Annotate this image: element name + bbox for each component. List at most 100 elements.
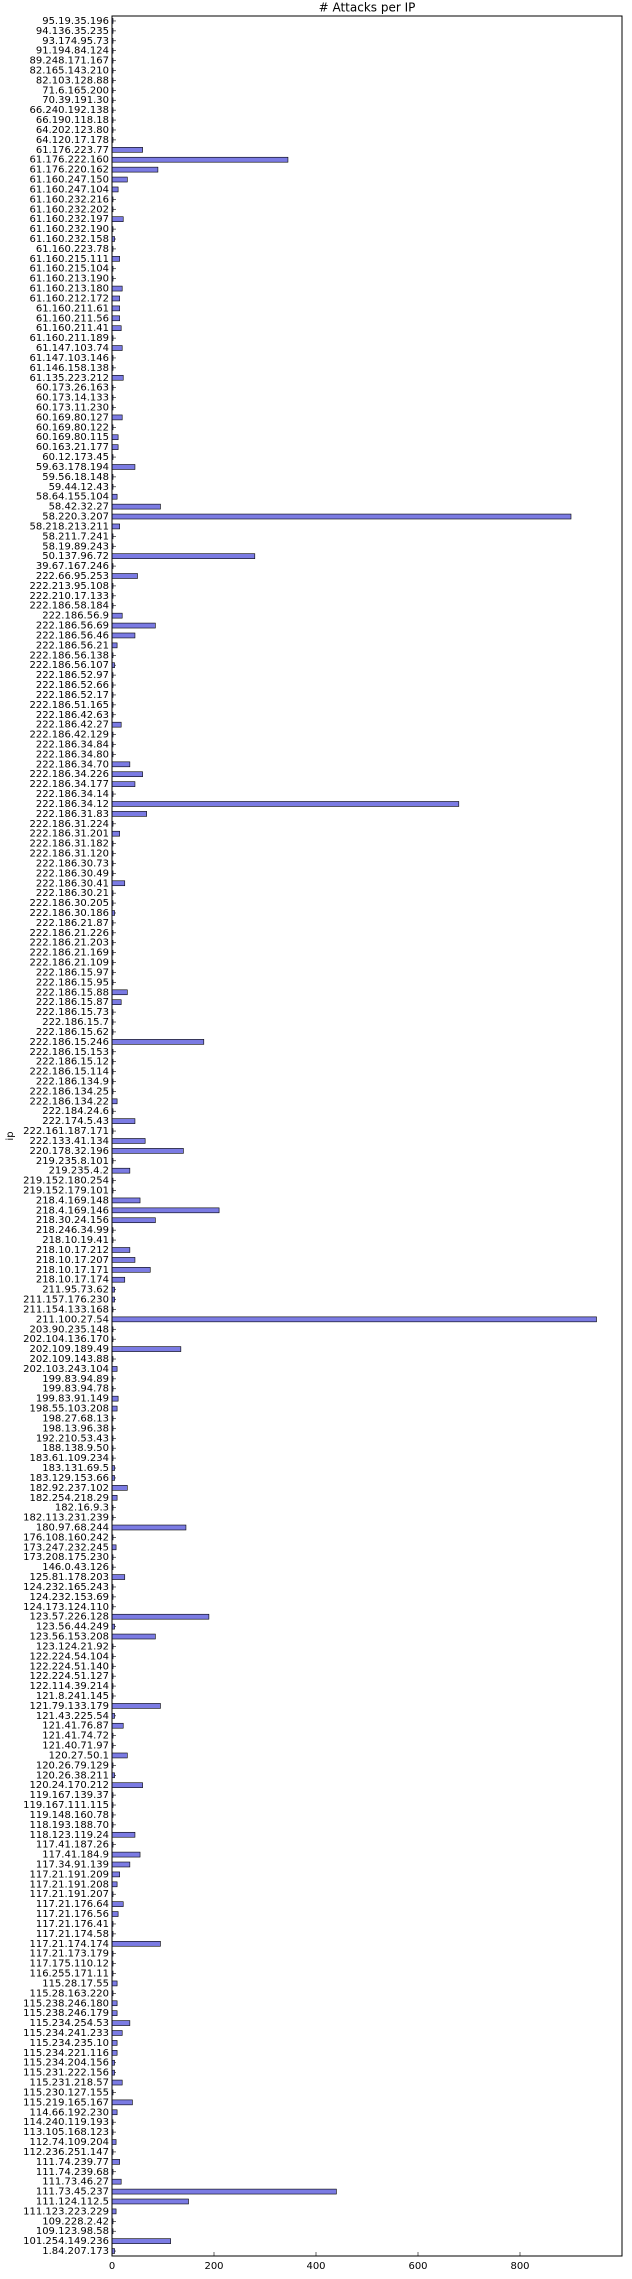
bar bbox=[111, 1346, 182, 1352]
y-tick-label: 222.186.56.9 bbox=[42, 611, 109, 622]
y-tick-label: 60.173.14.133 bbox=[36, 393, 109, 404]
y-tick-label: 66.240.192.138 bbox=[29, 105, 109, 116]
y-tick-label: 116.255.171.11 bbox=[29, 1969, 109, 1980]
y-tick-label: 115.219.165.167 bbox=[23, 2097, 109, 2108]
y-tick-label: 113.105.168.123 bbox=[23, 2127, 109, 2138]
y-tick-label: 123.124.21.92 bbox=[36, 1641, 109, 1652]
y-tick-label: 61.176.222.160 bbox=[29, 155, 109, 166]
y-tick-label: 120.26.38.211 bbox=[36, 1770, 109, 1781]
bar bbox=[111, 464, 136, 470]
y-tick-label: 124.232.165.243 bbox=[23, 1582, 109, 1593]
y-tick-label: 222.186.34.177 bbox=[29, 779, 109, 790]
bar bbox=[111, 830, 120, 837]
y-tick-label: 61.160.211.61 bbox=[36, 303, 109, 314]
y-tick-label: 202.103.243.104 bbox=[23, 1364, 109, 1375]
y-tick-label: 180.97.68.244 bbox=[36, 1523, 109, 1534]
bar bbox=[111, 1831, 136, 1838]
y-tick-label: 112.74.109.204 bbox=[29, 2137, 109, 2148]
y-tick-label: 173.208.175.230 bbox=[23, 1552, 109, 1563]
y-tick-label: 115.234.221.116 bbox=[23, 2048, 109, 2059]
bar bbox=[111, 761, 131, 768]
bar bbox=[111, 444, 119, 450]
y-tick-label: 118.193.188.70 bbox=[29, 1820, 109, 1831]
y-tick-label: 198.55.103.208 bbox=[29, 1404, 109, 1415]
y-tick-label: 1.84.207.173 bbox=[42, 2246, 109, 2257]
y-tick-label: 222.186.30.205 bbox=[29, 898, 109, 909]
y-tick-label: 123.57.226.128 bbox=[29, 1612, 109, 1623]
y-tick-label: 117.21.176.41 bbox=[36, 1919, 109, 1930]
y-tick-label: 222.186.42.63 bbox=[36, 710, 109, 721]
y-tick-label: 188.138.9.50 bbox=[42, 1443, 109, 1454]
y-tick-label: 58.211.7.241 bbox=[42, 531, 109, 542]
y-tick-label: 64.120.17.178 bbox=[36, 135, 109, 146]
y-tick-label: 39.67.167.246 bbox=[36, 561, 109, 572]
bar bbox=[111, 1881, 118, 1888]
y-tick-label: 218.4.169.146 bbox=[36, 1205, 109, 1216]
y-tick-label: 222.161.187.171 bbox=[23, 1126, 109, 1137]
y-tick-label: 219.235.4.2 bbox=[49, 1166, 109, 1177]
y-tick-label: 211.157.176.230 bbox=[23, 1295, 109, 1306]
y-tick-label: 121.41.76.87 bbox=[42, 1721, 109, 1732]
y-tick-label: 218.246.34.99 bbox=[36, 1225, 109, 1236]
y-tick-label: 59.63.178.194 bbox=[36, 462, 109, 473]
y-tick-label: 176.108.160.242 bbox=[23, 1532, 109, 1543]
bar bbox=[111, 147, 143, 153]
y-tick-label: 222.186.34.12 bbox=[36, 799, 109, 810]
y-tick-label: 82.165.143.210 bbox=[29, 66, 109, 77]
y-tick-label: 93.174.95.73 bbox=[42, 36, 109, 47]
y-tick-label: 58.19.89.243 bbox=[42, 541, 109, 552]
y-tick-label: 222.210.17.133 bbox=[29, 591, 109, 602]
y-tick-label: 122.114.39.214 bbox=[29, 1681, 109, 1692]
bar bbox=[111, 2178, 122, 2185]
y-tick-label: 71.6.165.200 bbox=[42, 85, 109, 96]
y-tick-label: 117.21.173.179 bbox=[29, 1949, 109, 1960]
y-tick-label: 125.81.178.203 bbox=[29, 1572, 109, 1583]
y-tick-label: 115.238.246.179 bbox=[23, 2008, 109, 2019]
y-tick-label: 222.186.56.46 bbox=[36, 630, 109, 641]
y-tick-label: 115.234.241.233 bbox=[23, 2028, 109, 2039]
y-tick-label: 222.186.34.70 bbox=[36, 759, 109, 770]
bar bbox=[111, 2188, 337, 2195]
y-tick-label: 121.43.225.54 bbox=[36, 1711, 109, 1722]
y-tick-label: 182.254.218.29 bbox=[29, 1493, 109, 1504]
y-tick-label: 222.186.21.87 bbox=[36, 918, 109, 929]
y-tick-label: 91.194.84.124 bbox=[36, 46, 109, 57]
x-tick-label: 400 bbox=[306, 2261, 325, 2272]
y-tick-label: 222.186.52.17 bbox=[36, 690, 109, 701]
y-tick-label: 202.109.189.49 bbox=[29, 1344, 109, 1355]
y-tick-label: 61.147.103.146 bbox=[29, 353, 109, 364]
bar bbox=[111, 503, 161, 510]
y-tick-label: 61.146.158.138 bbox=[29, 363, 109, 374]
y-tick-label: 222.186.30.73 bbox=[36, 858, 109, 869]
y-tick-label: 61.160.215.104 bbox=[29, 264, 109, 275]
bar bbox=[111, 1613, 210, 1620]
y-tick-label: 222.186.21.203 bbox=[29, 938, 109, 949]
y-tick-label: 218.30.24.156 bbox=[36, 1215, 109, 1226]
x-tick-label: 200 bbox=[204, 2261, 223, 2272]
bar bbox=[111, 1395, 119, 1402]
bar bbox=[111, 325, 122, 331]
y-tick-label: 115.234.254.53 bbox=[29, 2018, 109, 2029]
y-tick-label: 123.56.153.208 bbox=[29, 1632, 109, 1643]
bar bbox=[111, 2198, 189, 2205]
y-tick-label: 119.167.111.115 bbox=[23, 1800, 109, 1811]
x-tick-label: 0 bbox=[109, 2261, 115, 2272]
bar bbox=[111, 811, 147, 817]
y-tick-label: 222.186.134.25 bbox=[29, 1086, 109, 1097]
y-tick-label: 222.186.52.97 bbox=[36, 670, 109, 681]
y-tick-label: 60.12.173.45 bbox=[42, 452, 109, 463]
y-tick-label: 222.186.21.169 bbox=[29, 948, 109, 959]
y-tick-label: 117.21.174.58 bbox=[36, 1929, 109, 1940]
y-tick-label: 220.178.32.196 bbox=[29, 1146, 109, 1157]
bar bbox=[111, 1544, 117, 1551]
x-tick-label: 800 bbox=[510, 2261, 529, 2272]
y-tick-label: 115.28.163.220 bbox=[29, 1988, 109, 1999]
bar bbox=[111, 1901, 124, 1907]
y-tick-label: 222.186.30.41 bbox=[36, 878, 109, 889]
y-tick-label: 183.131.69.5 bbox=[42, 1463, 109, 1474]
bar bbox=[111, 1782, 143, 1788]
y-tick-label: 95.19.35.196 bbox=[42, 16, 109, 27]
y-tick-label: 111.74.239.68 bbox=[36, 2167, 109, 2178]
y-tick-label: 222.186.34.226 bbox=[29, 769, 109, 780]
bar bbox=[111, 2010, 118, 2016]
